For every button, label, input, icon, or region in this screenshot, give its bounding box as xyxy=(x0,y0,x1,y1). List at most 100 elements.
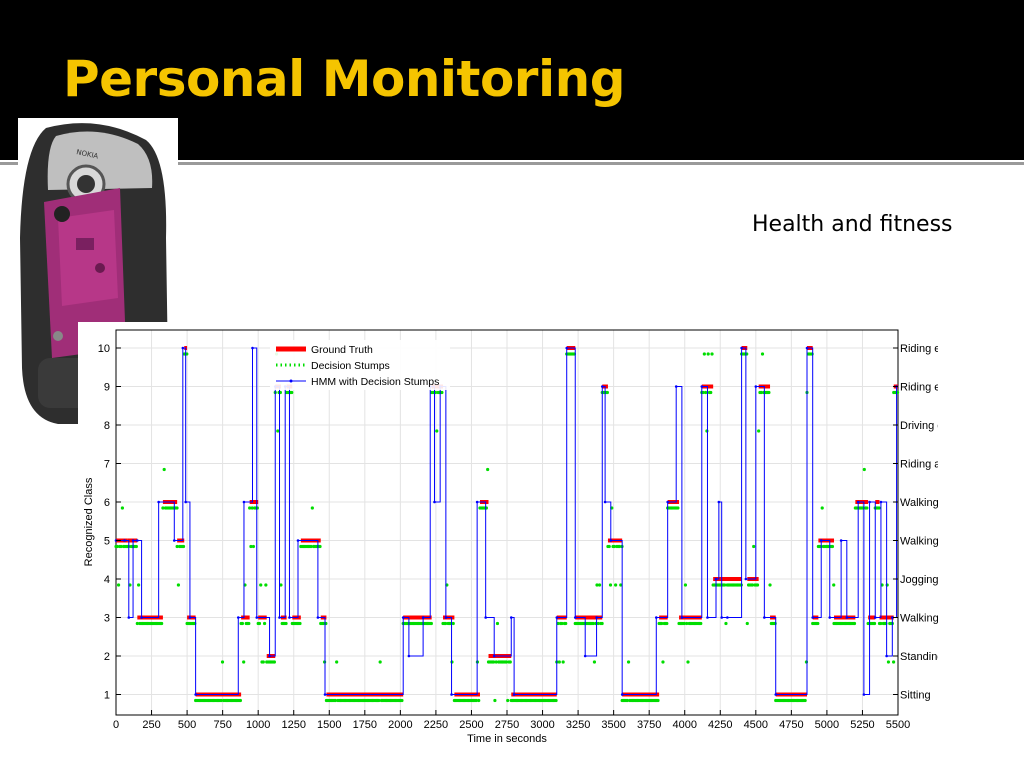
decision-stump-point xyxy=(504,660,509,664)
decision-stump-point xyxy=(250,506,254,510)
hmm-point xyxy=(444,616,448,619)
hmm-point xyxy=(868,500,871,504)
hmm-point xyxy=(407,654,411,658)
hmm-point xyxy=(763,616,766,619)
decision-stump-point xyxy=(699,621,703,626)
decision-stump-point xyxy=(724,621,728,626)
hmm-point xyxy=(654,616,658,619)
y-tick-label: 3 xyxy=(104,613,110,625)
decision-stump-point xyxy=(290,390,294,395)
hmm-point xyxy=(188,616,192,619)
decision-stump-point xyxy=(752,544,756,549)
decision-stump-point xyxy=(262,621,267,626)
hmm-point xyxy=(754,385,758,388)
hmm-point xyxy=(609,539,613,542)
decision-stump-point xyxy=(249,544,253,549)
decision-stump-point xyxy=(595,583,599,587)
decision-stump-point xyxy=(435,429,439,433)
x-tick-label: 1000 xyxy=(246,719,270,731)
hmm-point xyxy=(278,616,281,619)
decision-stump-point xyxy=(759,390,763,395)
x-tick-label: 3500 xyxy=(601,719,625,731)
decision-stump-point xyxy=(321,621,325,626)
x-axis-label: Time in seconds xyxy=(467,733,547,745)
decision-stump-point xyxy=(160,621,164,626)
decision-stump-point xyxy=(757,429,761,433)
decision-stump-point xyxy=(608,583,613,587)
legend-label-ground-truth: Ground Truth xyxy=(311,344,373,356)
x-tick-label: 1500 xyxy=(317,719,341,731)
hmm-point xyxy=(856,500,860,504)
y-tick-label: 2 xyxy=(104,651,110,663)
y-tick-label: 4 xyxy=(104,574,110,586)
x-tick-label: 1250 xyxy=(281,719,305,731)
hmm-point xyxy=(862,693,866,696)
decision-stump-point xyxy=(557,660,561,664)
decision-stump-point xyxy=(377,698,381,703)
decision-stump-point xyxy=(830,544,835,549)
hmm-point xyxy=(603,500,607,504)
decision-stump-point xyxy=(619,583,623,587)
x-tick-label: 4000 xyxy=(672,719,696,731)
slide-subtitle: Health and fitness xyxy=(752,212,953,237)
hmm-point xyxy=(891,616,894,619)
y-tick-label: 5 xyxy=(104,536,110,548)
class-label: Sitting xyxy=(900,690,931,702)
x-tick-label: 250 xyxy=(142,719,160,731)
hmm-point xyxy=(555,616,559,619)
decision-stump-point xyxy=(251,544,256,549)
decision-stump-point xyxy=(676,506,680,510)
hmm-point xyxy=(845,616,849,619)
page-title: Personal Monitoring xyxy=(63,50,625,108)
x-tick-label: 1750 xyxy=(353,719,377,731)
decision-stump-point xyxy=(135,621,139,626)
decision-stump-point xyxy=(767,390,771,395)
x-tick-label: 5250 xyxy=(850,719,874,731)
class-label: Driving car xyxy=(900,420,938,432)
decision-stump-point xyxy=(685,621,689,626)
decision-stump-point xyxy=(597,583,602,587)
hmm-point xyxy=(123,539,126,542)
hmm-point xyxy=(774,693,778,696)
decision-stump-point xyxy=(686,660,690,664)
decision-stump-point xyxy=(494,660,498,664)
decision-stump-point xyxy=(723,583,727,587)
hmm-point xyxy=(236,616,240,619)
decision-stump-point xyxy=(440,390,444,395)
decision-stump-point xyxy=(862,467,866,472)
hmm-point xyxy=(316,616,320,619)
decision-stump-point xyxy=(119,544,123,549)
decision-stump-point xyxy=(820,506,824,510)
hmm-point xyxy=(873,616,877,619)
decision-stump-point xyxy=(561,660,565,664)
hmm-point xyxy=(268,654,271,658)
decision-stump-point xyxy=(891,660,896,664)
decision-stump-point xyxy=(264,583,268,587)
hmm-point xyxy=(700,385,704,388)
y-tick-label: 9 xyxy=(104,382,110,394)
decision-stump-point xyxy=(803,698,807,703)
decision-stump-point xyxy=(879,621,883,626)
decision-stump-point xyxy=(614,583,618,587)
decision-stump-point xyxy=(378,660,382,664)
y-axis-label: Recognized Class xyxy=(83,477,95,566)
hmm-point xyxy=(819,539,823,542)
decision-stump-point xyxy=(247,621,251,626)
hmm-point xyxy=(828,616,832,619)
hmm-point xyxy=(251,346,254,350)
decision-stump-point xyxy=(310,506,314,510)
x-tick-label: 3000 xyxy=(530,719,554,731)
x-tick-label: 2750 xyxy=(495,719,519,731)
x-axis-ticks: 0 250 500 750 1000 1250 1500 1750 2000 2250 2500 27… xyxy=(113,710,910,731)
decision-stump-point xyxy=(810,352,814,356)
x-tick-label: 4250 xyxy=(708,719,732,731)
decision-stump-point xyxy=(885,583,889,587)
hmm-point xyxy=(839,539,843,542)
x-tick-label: 2000 xyxy=(388,719,412,731)
hmm-point xyxy=(157,500,160,504)
hmm-point xyxy=(620,693,624,696)
title-divider xyxy=(0,162,1024,165)
decision-stump-point xyxy=(242,660,246,664)
activity-chart: 0 250 500 750 1000 1250 1500 1750 2000 2250 2500 27… xyxy=(78,322,938,752)
decision-stump-point xyxy=(704,390,708,395)
